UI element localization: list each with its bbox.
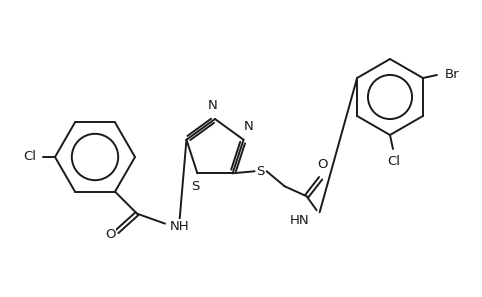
Text: N: N: [244, 120, 254, 133]
Text: Cl: Cl: [388, 155, 401, 168]
Text: Br: Br: [445, 69, 459, 81]
Text: O: O: [105, 228, 115, 241]
Text: S: S: [191, 180, 200, 193]
Text: S: S: [256, 165, 265, 178]
Text: Cl: Cl: [23, 151, 36, 164]
Text: HN: HN: [290, 214, 309, 227]
Text: N: N: [208, 99, 218, 112]
Text: NH: NH: [170, 220, 189, 233]
Text: O: O: [317, 158, 328, 171]
